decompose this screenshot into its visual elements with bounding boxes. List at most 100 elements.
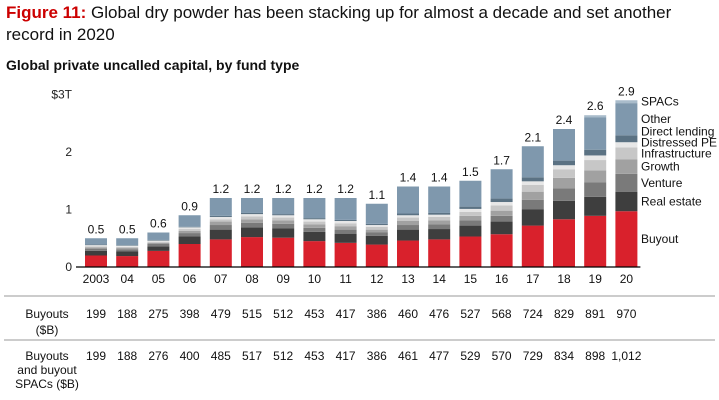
bar-segment-other (459, 180, 482, 207)
bar-segment-venture (365, 232, 388, 236)
chart-subtitle: Global private uncalled capital, by fund… (6, 57, 300, 73)
x-tick-label: 07 (214, 272, 228, 286)
bar-segment-venture (553, 188, 575, 201)
bar-segment-venture (241, 222, 263, 228)
bar-segment-direct-lending (365, 223, 388, 226)
bar-segment-distressed-pe (459, 208, 482, 212)
table-cell: 477 (429, 349, 449, 363)
x-tick-label: 18 (557, 272, 571, 286)
bar-total-label: 1.2 (212, 182, 229, 196)
bar-segment-buyout (116, 256, 139, 267)
table-cell: 529 (460, 349, 480, 363)
bar-segment-distressed-pe (365, 225, 388, 227)
bar-total-label: 1.2 (337, 182, 354, 196)
bar-segment-distressed-pe (178, 227, 201, 230)
bar-segment-other (178, 215, 201, 227)
table-row-label: SPACs ($B) (15, 377, 79, 391)
table-cell: 891 (585, 307, 605, 321)
bar-segment-other (365, 203, 388, 224)
bar-segment-distressed-pe (303, 219, 326, 222)
bar-segment-distressed-pe (490, 202, 513, 206)
table-cell: 275 (148, 307, 168, 321)
bar-segment-buyout (553, 219, 575, 267)
bar-segment-infrastructure (334, 223, 357, 227)
bar-segment-growth (334, 226, 357, 230)
figure-title: Figure 11: Global dry powder has been st… (6, 2, 714, 46)
bar-segment-venture (85, 248, 107, 251)
bar-segment-real-estate (428, 229, 451, 240)
bar-segment-other (397, 186, 419, 214)
legend-label-buyout: Buyout (641, 232, 679, 246)
table-cell: 199 (86, 349, 106, 363)
bar-total-label: 1.4 (400, 171, 417, 185)
table-cell: 568 (492, 307, 512, 321)
bar-segment-growth (147, 242, 170, 244)
x-tick-label: 13 (401, 272, 415, 286)
bar-segment-growth (553, 177, 575, 189)
bar-segment-other (334, 198, 357, 220)
legend-label-distressed-pe: Distressed PE (641, 135, 717, 149)
bar-segment-direct-lending (272, 214, 295, 216)
figure-headline: Global dry powder has been stacking up f… (6, 3, 672, 44)
table-cell: 515 (242, 307, 262, 321)
legend-label-spacs: SPACs (641, 95, 679, 109)
x-tick-label: 10 (308, 272, 322, 286)
table-cell: 199 (86, 307, 106, 321)
bar-segment-growth (85, 247, 107, 249)
bar-segment-buyout (303, 241, 326, 267)
x-tick-label: 11 (339, 272, 352, 286)
bar-segment-other (584, 117, 607, 150)
bar-segment-infrastructure (116, 246, 139, 249)
bar-segment-infrastructure (397, 217, 419, 221)
bar-segment-distressed-pe (116, 245, 139, 247)
table-cell: 461 (398, 349, 418, 363)
bar-segment-venture (615, 173, 638, 192)
bar-segment-infrastructure (209, 219, 232, 222)
bar-segment-buyout (178, 244, 201, 267)
bar-segment-infrastructure (241, 216, 263, 220)
legend-label-direct-lending: Direct lending (641, 124, 714, 138)
bar-segment-growth (615, 159, 638, 174)
bar-segment-other (490, 169, 513, 199)
bar-segment-direct-lending (584, 149, 607, 156)
x-tick-label: 12 (370, 272, 384, 286)
bar-segment-infrastructure (615, 147, 638, 160)
bar-segment-distressed-pe (615, 142, 638, 148)
bar-segment-distressed-pe (553, 165, 575, 170)
table-cell: 512 (273, 307, 293, 321)
bar-segment-venture (521, 199, 544, 210)
bar-segment-direct-lending (490, 198, 513, 203)
bar-total-label: 1.1 (368, 188, 385, 202)
y-tick-label: $3T (51, 88, 72, 102)
table-cell: 517 (242, 349, 262, 363)
bar-segment-buyout (334, 242, 357, 267)
bar-segment-buyout (365, 244, 388, 267)
bar-segment-other (209, 198, 232, 216)
bar-segment-other (615, 103, 638, 136)
bar-segment-distressed-pe (272, 215, 295, 218)
table-cell: 512 (273, 349, 293, 363)
bar-segment-distressed-pe (334, 221, 357, 224)
bar-segment-direct-lending (241, 212, 263, 215)
table-row-label: Buyouts (25, 307, 68, 321)
table-cell: 398 (180, 307, 200, 321)
table-row-label: Buyouts (25, 349, 68, 363)
bar-segment-direct-lending (397, 213, 419, 216)
x-tick-label: 09 (277, 272, 291, 286)
bar-total-label: 1.2 (306, 182, 323, 196)
table-cell: 476 (429, 307, 449, 321)
bar-segment-infrastructure (147, 241, 170, 243)
bar-segment-buyout (459, 236, 482, 267)
bar-segment-distressed-pe (85, 245, 107, 247)
table-row-label: and buyout (17, 363, 77, 377)
bar-segment-real-estate (584, 196, 607, 216)
bar-segment-growth (584, 170, 607, 183)
table-cell: 729 (523, 349, 543, 363)
bar-segment-growth (490, 210, 513, 216)
bar-segment-other (241, 198, 263, 213)
bar-segment-growth (272, 220, 295, 224)
bar-segment-other (303, 198, 326, 219)
bar-segment-real-estate (303, 231, 326, 242)
bar-segment-growth (178, 230, 201, 234)
